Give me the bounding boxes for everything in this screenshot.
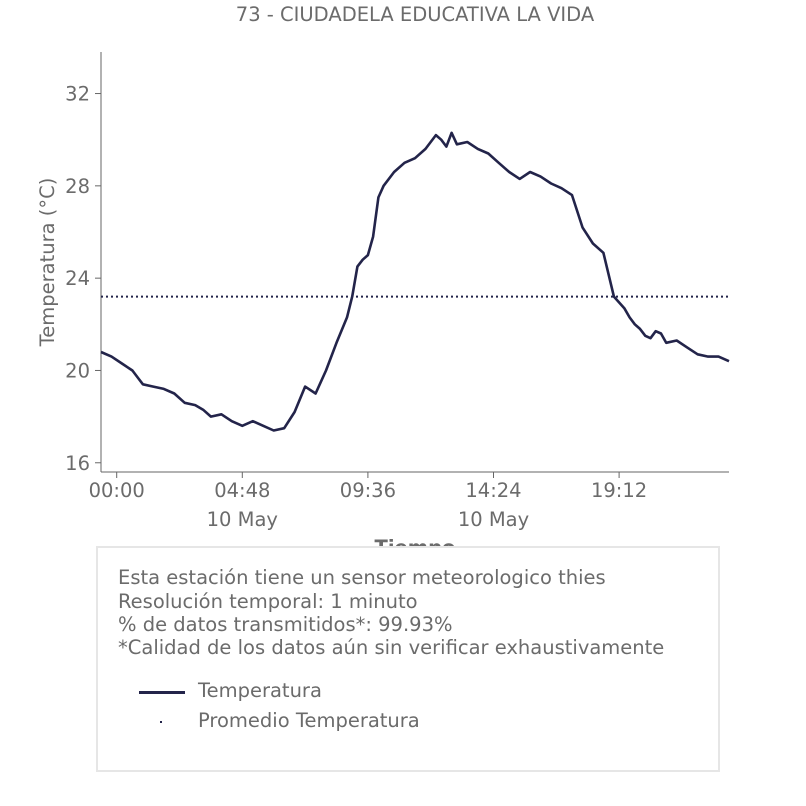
x-tick-label: 04:48 [214,479,270,502]
series-layer [100,131,730,432]
legend-temperature-swatch [139,691,185,694]
info-line-data-percent: % de datos transmitidos*: 99.93% [118,613,453,636]
x-tick-label: 00:00 [89,479,145,502]
legend-temperature-label: Temperatura [198,679,322,702]
y-tick-label: 28 [65,175,90,198]
axis-ticks: 16 20 24 28 32 00:00 04:48 10 May 09:36 14:24 10 M… [65,83,647,531]
x-tick-label: 19:12 [591,479,647,502]
y-tick-label: 24 [65,267,90,290]
info-line-quality-note: *Calidad de los datos aún sin verificar … [118,636,665,659]
info-line-sensor: Esta estación tiene un sensor meteorolog… [118,566,606,589]
temperature-chart: 73 - CIUDADELA EDUCATIVA LA VIDA Tempera… [36,3,730,559]
legend-average-swatch [160,721,162,723]
temperature-line [100,131,730,432]
plot-axes [100,52,729,473]
info-line-resolution: Resolución temporal: 1 minuto [118,590,418,613]
x-tick-label: 14:24 [465,479,521,502]
x-tick-date-label: 10 May [458,508,529,531]
y-tick-label: 20 [65,359,90,382]
y-tick-label: 16 [65,452,90,475]
x-tick-label: 09:36 [340,479,396,502]
legend-average-label: Promedio Temperatura [198,709,420,732]
y-axis-label: Temperatura (°C) [36,178,59,348]
x-tick-date-label: 10 May [207,508,278,531]
chart-title: 73 - CIUDADELA EDUCATIVA LA VIDA [236,3,595,26]
info-panel: Esta estación tiene un sensor meteorolog… [96,546,720,772]
y-tick-label: 32 [65,83,90,106]
